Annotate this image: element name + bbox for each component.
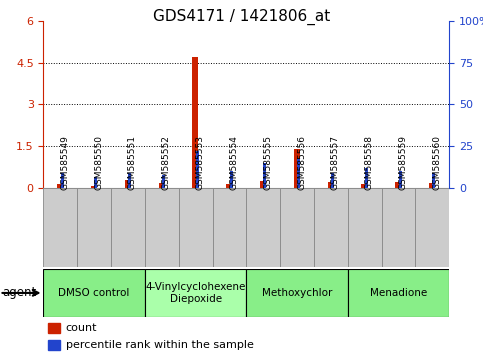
Bar [43,269,145,317]
Bar [246,269,348,317]
Text: Methoxychlor: Methoxychlor [262,288,332,298]
Bar [158,183,165,188]
Text: GSM585554: GSM585554 [229,135,239,190]
Bar [162,175,165,188]
Bar [179,188,213,267]
Bar [415,188,449,267]
Bar [145,188,179,267]
Bar [125,180,131,188]
Text: Menadione: Menadione [370,288,427,298]
Bar [60,173,64,188]
Bar [327,182,334,188]
Bar [331,173,334,188]
Bar [213,188,246,267]
Bar [47,340,60,350]
Bar [348,269,449,317]
Text: GDS4171 / 1421806_at: GDS4171 / 1421806_at [153,9,330,25]
Bar [196,151,199,188]
Text: GSM585551: GSM585551 [128,135,137,190]
Bar [398,171,402,188]
Bar [314,188,348,267]
Bar [297,159,300,188]
Text: GSM585553: GSM585553 [196,135,205,190]
Bar [280,188,314,267]
Bar [94,177,98,188]
Bar [395,182,401,188]
Bar [429,183,435,188]
Bar [192,57,199,188]
Text: GSM585552: GSM585552 [162,135,171,190]
Bar [294,149,300,188]
Text: 4-Vinylcyclohexene
Diepoxide: 4-Vinylcyclohexene Diepoxide [145,282,246,304]
Text: GSM585549: GSM585549 [60,135,70,190]
Bar [229,171,233,188]
Bar [145,269,246,317]
Text: count: count [66,323,97,333]
Bar [111,188,145,267]
Text: agent: agent [2,286,37,299]
Text: DMSO control: DMSO control [58,288,130,298]
Text: GSM585555: GSM585555 [263,135,272,190]
Bar [226,184,232,188]
Bar [128,173,131,188]
Text: GSM585557: GSM585557 [331,135,340,190]
Bar [57,184,63,188]
Bar [246,188,280,267]
Text: GSM585556: GSM585556 [297,135,306,190]
Text: GSM585559: GSM585559 [398,135,408,190]
Bar [47,323,60,333]
Text: GSM585550: GSM585550 [94,135,103,190]
Bar [365,169,368,188]
Text: percentile rank within the sample: percentile rank within the sample [66,340,254,350]
Bar [77,188,111,267]
Bar [91,186,97,188]
Bar [348,188,382,267]
Text: GSM585558: GSM585558 [365,135,374,190]
Bar [260,181,266,188]
Bar [432,173,436,188]
Bar [361,184,368,188]
Bar [382,188,415,267]
Bar [43,188,77,267]
Text: GSM585560: GSM585560 [432,135,441,190]
Bar [263,164,267,188]
